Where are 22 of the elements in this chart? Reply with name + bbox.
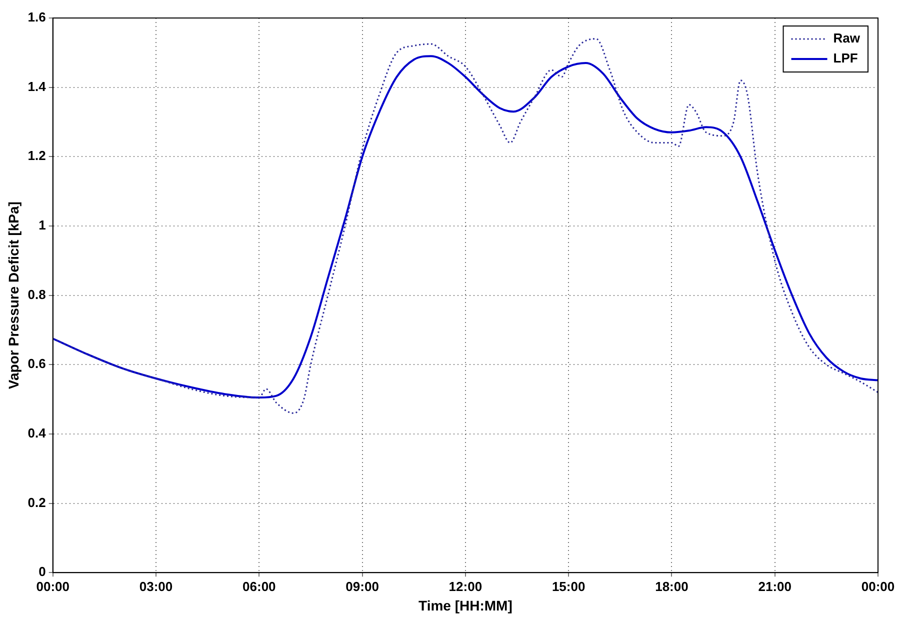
x-tick-label: 00:00	[36, 578, 70, 594]
legend-label: LPF	[833, 50, 858, 66]
x-tick-label: 21:00	[758, 578, 792, 594]
y-tick-label: 0.2	[28, 494, 46, 510]
x-tick-label: 03:00	[139, 578, 173, 594]
y-tick-label: 1.6	[28, 10, 46, 25]
x-tick-label: 18:00	[655, 578, 688, 594]
legend-label: Raw	[833, 30, 861, 46]
x-tick-label: 06:00	[242, 578, 276, 594]
y-tick-label: 1.4	[28, 78, 47, 94]
y-tick-label: 1.2	[28, 148, 46, 164]
y-tick-label: 0	[38, 564, 46, 580]
y-tick-label: 0.8	[28, 286, 46, 302]
y-tick-label: 0.6	[28, 356, 46, 372]
x-tick-label: 12:00	[448, 578, 482, 594]
y-tick-label: 0.4	[28, 426, 47, 441]
x-tick-label: 15:00	[552, 578, 586, 594]
y-tick-label: 1	[38, 218, 46, 233]
x-tick-label: 00:00	[861, 578, 895, 594]
x-axis-title: Time [HH:MM]	[418, 597, 512, 614]
x-tick-label: 09:00	[346, 578, 379, 594]
y-axis-title: Vapor Pressure Deficit [kPa]	[5, 202, 22, 390]
